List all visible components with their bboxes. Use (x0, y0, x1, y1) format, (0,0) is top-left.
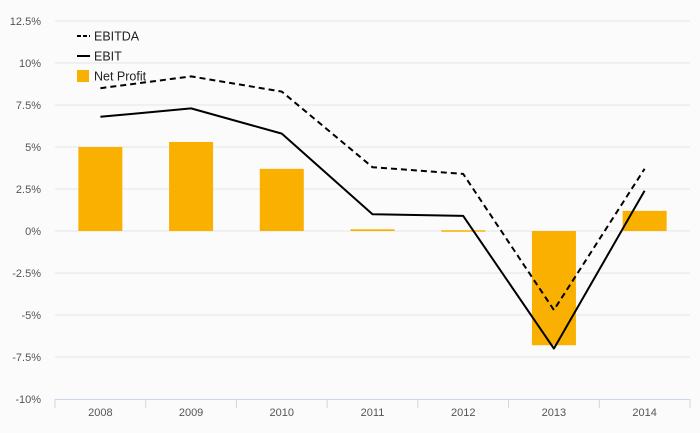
legend-item-ebit[interactable]: EBIT (77, 50, 122, 64)
y-tick-label: -2.5% (12, 268, 41, 280)
y-tick-label: 2.5% (16, 184, 41, 196)
ebit-line[interactable] (100, 107, 646, 350)
y-tick-label: -7.5% (12, 352, 41, 364)
grid-lines (55, 20, 690, 358)
legend-symbol (77, 70, 89, 82)
x-tick-label: 2012 (451, 407, 475, 419)
net-profit-bar-2008[interactable] (78, 147, 123, 231)
x-axis: 2008 2009 2010 2011 2012 2013 2014 (54, 399, 691, 419)
net-profit-bar-2009[interactable] (169, 141, 214, 231)
net-profit-bar-2010[interactable] (259, 168, 304, 231)
y-tick-label: 5% (25, 142, 41, 154)
x-tick-label: 2009 (179, 407, 203, 419)
ebitda-line[interactable] (100, 75, 646, 311)
legend-item-ebitda[interactable]: EBITDA (77, 30, 140, 44)
legend-label: EBIT (94, 50, 122, 64)
x-tick-label: 2011 (361, 407, 385, 419)
legend-label: Net Profit (94, 70, 147, 84)
net-profit-bar-2013[interactable] (531, 231, 576, 346)
y-axis: 12.5% 10% 7.5% 5% 2.5% 0% -2.5% -5% -7.5% -10% (10, 16, 41, 406)
net-profit-bar-2011[interactable] (350, 229, 395, 231)
net-profit-bar-2012[interactable] (441, 230, 486, 232)
x-tick-label: 2013 (542, 407, 566, 419)
x-tick-label: 2014 (632, 407, 656, 419)
net-profit-bar-2014[interactable] (622, 210, 667, 231)
x-tick-label: 2008 (88, 407, 112, 419)
y-tick-label: 0% (25, 226, 41, 238)
line-series (100, 75, 646, 350)
y-tick-label: -10% (15, 394, 41, 406)
x-tick-label: 2010 (270, 407, 294, 419)
y-tick-label: 12.5% (10, 16, 41, 28)
y-tick-label: -5% (21, 310, 41, 322)
legend-label: EBITDA (94, 30, 140, 44)
legend-item-net-profit[interactable]: Net Profit (77, 70, 147, 84)
y-tick-label: 10% (19, 58, 41, 70)
legend[interactable]: EBITDA EBIT Net Profit (77, 30, 147, 84)
net-profit-bars (78, 141, 667, 346)
y-tick-label: 7.5% (16, 100, 41, 112)
